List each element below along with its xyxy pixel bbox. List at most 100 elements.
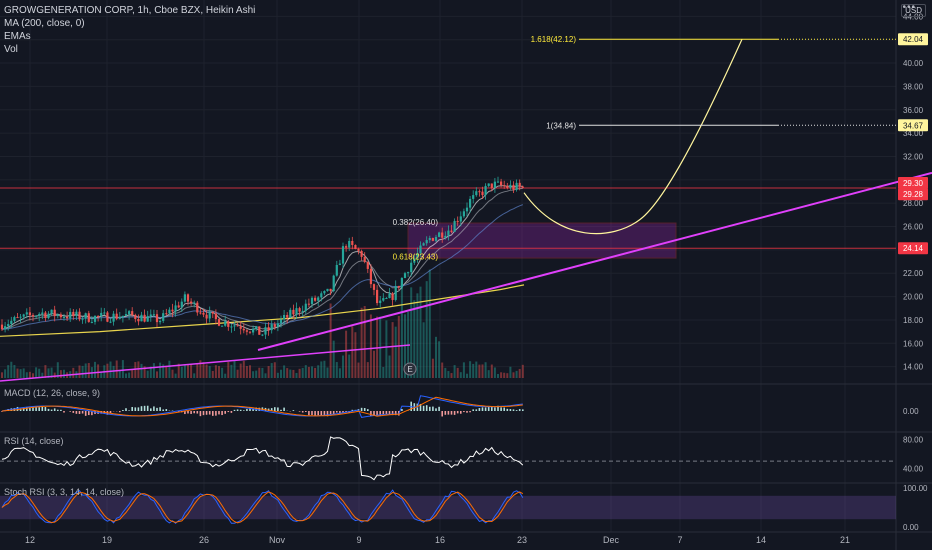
macd-hist-bar: [453, 411, 456, 415]
candle-body: [310, 297, 314, 305]
candle-body: [379, 300, 382, 304]
macd-label: MACD (12, 26, close, 9): [4, 388, 101, 398]
volume-bar: [295, 372, 298, 378]
macd-hist-bar: [146, 405, 149, 411]
candle-body: [143, 314, 146, 322]
candle-body: [177, 305, 180, 308]
candle-body: [93, 315, 97, 322]
macd-hist-bar: [212, 411, 214, 416]
volume-bar: [115, 360, 118, 378]
macd-hist-bar: [205, 411, 208, 415]
volume-bar: [385, 320, 388, 378]
currency-badge[interactable]: USD: [901, 4, 926, 17]
macd-hist-bar: [447, 411, 450, 415]
candle-body: [431, 237, 434, 241]
time-tick: 16: [435, 535, 445, 545]
macd-hist-bar: [78, 411, 81, 414]
rsi-line: [1, 436, 524, 481]
macd-hist-bar: [469, 411, 471, 413]
candle-body: [81, 318, 84, 320]
volume-bar: [314, 367, 317, 378]
macd-hist-bar: [246, 408, 248, 411]
volume-bar: [84, 363, 87, 378]
volume-bar: [180, 366, 183, 378]
price-tick: 38.00: [903, 82, 924, 91]
volume-bar: [428, 269, 431, 378]
macd-hist-bar: [301, 411, 304, 413]
candle-body: [217, 319, 221, 326]
candle-body: [515, 182, 518, 190]
candle-body: [469, 198, 472, 208]
candle-body: [140, 314, 143, 322]
macd-hist-bar: [243, 410, 245, 411]
macd-hist-bar: [441, 411, 443, 417]
price-tick: 40.00: [903, 59, 924, 68]
macd-hist-bar: [345, 411, 347, 412]
macd-hist-bar: [506, 408, 509, 411]
rsi-label: RSI (14, close): [4, 436, 64, 446]
volume-bar: [208, 366, 211, 378]
macd-hist-bar: [320, 411, 323, 416]
candle-body: [453, 220, 456, 232]
volume-bar: [221, 367, 224, 378]
candle-body: [97, 315, 100, 317]
macd-hist-bar: [478, 408, 481, 411]
volume-bar: [493, 367, 496, 378]
macd-hist-bar: [323, 411, 326, 416]
macd-hist-bar: [184, 411, 186, 415]
macd-hist-bar: [391, 411, 394, 416]
candle-body: [462, 211, 465, 217]
candle-body: [214, 313, 217, 320]
candle-body: [276, 323, 279, 327]
legend-ma[interactable]: MA (200, close, 0): [4, 18, 85, 29]
macd-hist-bar: [342, 411, 344, 413]
volume-bar: [202, 362, 205, 378]
macd-hist-bar: [450, 411, 453, 415]
candle-body: [10, 320, 13, 325]
price-tick: 26.00: [903, 223, 924, 232]
volume-bar: [53, 372, 56, 378]
macd-hist-bar: [432, 406, 434, 411]
candle-body: [419, 245, 422, 254]
volume-bar: [137, 361, 140, 378]
candle-body: [335, 264, 338, 276]
candle-body: [345, 246, 348, 248]
lower-trendline: [0, 344, 411, 382]
candle-body: [425, 240, 428, 244]
macd-hist-bar: [227, 411, 230, 413]
volume-bar: [503, 372, 506, 378]
price-tick: 20.00: [903, 293, 924, 302]
more-options-icon[interactable]: •••: [902, 2, 916, 13]
candle-body: [261, 334, 264, 336]
candle-body: [224, 321, 227, 326]
macd-hist-bar: [500, 407, 502, 411]
macd-hist-bar: [109, 411, 112, 414]
volume-bar: [490, 364, 493, 378]
macd-hist-bar: [94, 411, 96, 415]
macd-hist-bar: [233, 409, 236, 411]
legend-emas[interactable]: EMAs: [4, 31, 31, 42]
candle-body: [357, 248, 360, 251]
macd-hist-bar: [208, 411, 211, 415]
time-tick: 7: [677, 535, 682, 545]
volume-bar: [438, 341, 441, 378]
candle-body: [149, 314, 152, 317]
candle-body: [484, 185, 487, 196]
macd-hist-bar: [100, 411, 102, 414]
volume-bar: [152, 363, 155, 378]
volume-bar: [518, 368, 521, 378]
price-label-badge: [898, 188, 928, 201]
candle-body: [441, 232, 444, 238]
macd-hist-bar: [75, 411, 78, 414]
volume-bar: [140, 363, 143, 378]
horizontal-levels: [0, 187, 896, 249]
candle-body: [450, 230, 453, 232]
price-axis: 14.0016.0018.0020.0022.0024.0026.0028.00…: [898, 12, 928, 372]
legend-vol[interactable]: Vol: [4, 44, 18, 55]
candle-body: [128, 311, 131, 315]
volume-bar: [273, 362, 276, 378]
volume-bar: [506, 373, 509, 378]
candle-body: [7, 324, 10, 327]
candle-body: [252, 328, 255, 333]
